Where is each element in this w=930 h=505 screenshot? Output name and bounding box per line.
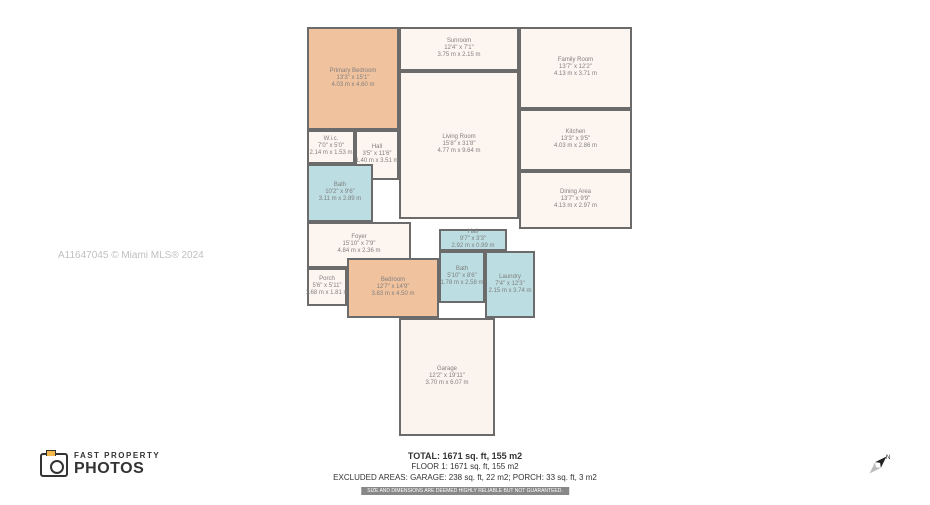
room-garage [399, 318, 495, 436]
room-family_room [519, 27, 632, 109]
room-wic [307, 130, 355, 164]
north-compass-icon: N [866, 453, 890, 477]
room-laundry [485, 251, 535, 318]
mls-watermark: A11647045 © Miami MLS® 2024 [58, 250, 204, 261]
room-hall2 [439, 229, 507, 251]
totals-line1: TOTAL: 1671 sq. ft, 155 m2 [333, 451, 597, 463]
brand-text: FAST PROPERTY PHOTOS [74, 452, 160, 477]
room-dining [519, 171, 632, 229]
area-totals: TOTAL: 1671 sq. ft, 155 m2 FLOOR 1: 1671… [333, 451, 597, 483]
brand-line2: PHOTOS [74, 461, 160, 477]
room-bedroom2 [347, 258, 439, 318]
totals-line3: EXCLUDED AREAS: GARAGE: 238 sq. ft, 22 m… [333, 473, 597, 483]
room-bath1 [307, 164, 373, 222]
compass-n-label: N [886, 455, 890, 461]
brand-logo: FAST PROPERTY PHOTOS [40, 452, 160, 477]
room-primary_bedroom [307, 27, 399, 130]
disclaimer-text: SIZE AND DIMENSIONS ARE DEEMED HIGHLY RE… [361, 487, 569, 495]
camera-icon [40, 453, 68, 477]
brand-line1: FAST PROPERTY [74, 452, 160, 460]
room-porch [307, 268, 347, 306]
room-sunroom [399, 27, 519, 71]
room-kitchen [519, 109, 632, 171]
room-living_room [399, 71, 519, 219]
room-bath2 [439, 251, 485, 303]
totals-line2: FLOOR 1: 1671 sq. ft, 155 m2 [333, 462, 597, 472]
